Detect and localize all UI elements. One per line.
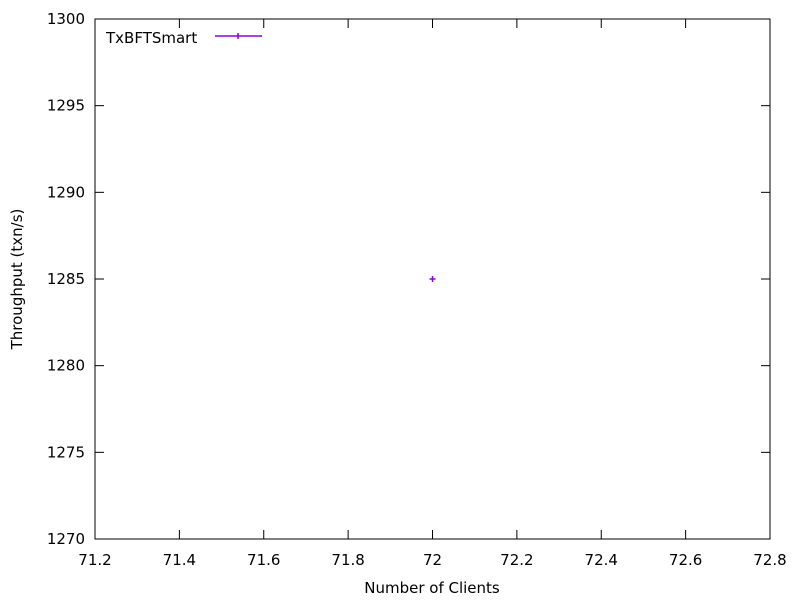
y-tick-label: 1295 (47, 97, 85, 115)
x-tick-label: 71.8 (331, 551, 364, 569)
x-axis-label: Number of Clients (364, 579, 500, 597)
data-point (429, 276, 436, 282)
x-tick-label: 71.4 (163, 551, 196, 569)
y-tick-label: 1270 (47, 530, 85, 548)
plot-frame (94, 18, 771, 540)
legend: TxBFTSmart (105, 29, 262, 47)
y-tick-label: 1285 (47, 270, 85, 288)
y-tick-label: 1300 (47, 10, 85, 28)
y-tick-label: 1280 (47, 357, 85, 375)
y-tick-label: 1275 (47, 443, 85, 461)
x-tick-label: 72.2 (500, 551, 533, 569)
legend-label-txbftsmart: TxBFTSmart (105, 29, 197, 47)
x-tick-label: 72.6 (669, 551, 702, 569)
ticks-layer: 71.2 71.4 71.6 71.8 72 72.2 72.4 72.6 72.8 1270 12… (47, 10, 787, 569)
series-layer (429, 276, 436, 282)
y-tick-label: 1290 (47, 183, 85, 201)
x-tick-label: 72 (423, 551, 442, 569)
x-tick-label: 71.6 (247, 551, 280, 569)
x-tick-label: 72.4 (585, 551, 618, 569)
x-tick-label: 72.8 (753, 551, 786, 569)
x-tick-label: 71.2 (78, 551, 111, 569)
y-axis-label: Throughput (txn/s) (8, 209, 26, 351)
